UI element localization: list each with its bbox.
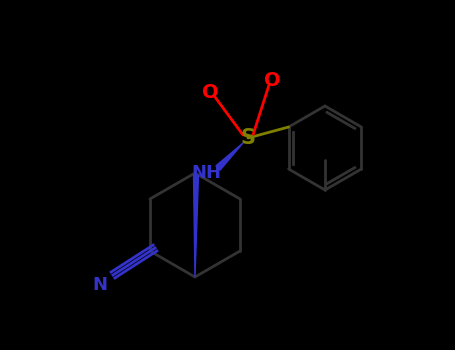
Text: NH: NH [191,164,221,182]
Text: O: O [202,83,218,102]
Text: O: O [264,70,280,90]
Text: N: N [92,276,107,294]
Text: S: S [241,128,256,148]
Polygon shape [216,143,243,170]
Polygon shape [193,175,198,277]
